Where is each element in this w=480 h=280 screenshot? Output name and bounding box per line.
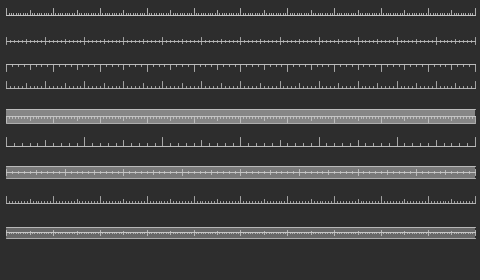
Bar <box>6 166 474 178</box>
Bar <box>6 109 474 123</box>
Bar <box>6 227 474 238</box>
